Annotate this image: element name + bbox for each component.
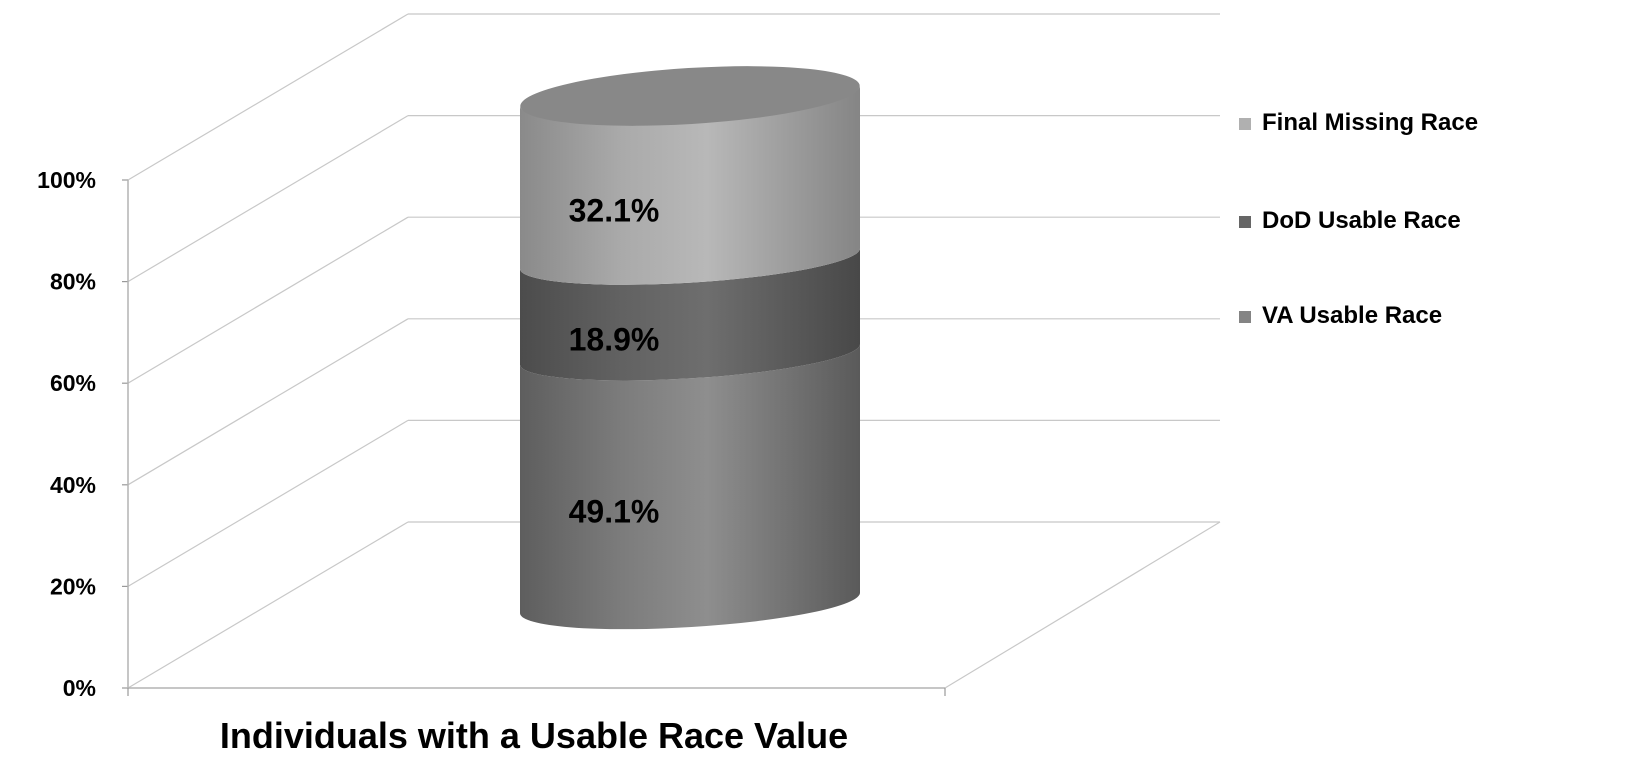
category-label: Individuals with a Usable Race Value — [220, 715, 848, 756]
legend-label: Final Missing Race — [1262, 109, 1478, 136]
segment-va-usable-race — [520, 343, 861, 630]
legend: Final Missing Race DoD Usable Race VA Usab… — [1239, 109, 1478, 329]
cylinder-top-cap — [520, 66, 860, 126]
gridline-side — [127, 115, 409, 283]
y-tick-label: 0% — [63, 675, 96, 701]
y-tick-label: 20% — [50, 573, 96, 599]
legend-label: DoD Usable Race — [1262, 207, 1461, 234]
data-label: 32.1% — [569, 192, 660, 228]
gridline-side — [127, 419, 409, 587]
y-tick-label: 80% — [50, 269, 96, 295]
gridline-side — [127, 318, 409, 486]
segment-final-missing-race — [520, 85, 861, 285]
segment-dod-usable-race — [520, 248, 861, 381]
legend-swatch — [1239, 216, 1251, 228]
gridline-side — [127, 216, 409, 384]
y-tick-label: 60% — [50, 370, 96, 396]
floor-edge — [944, 521, 1221, 689]
data-label-layer: 49.1% 18.9% 32.1% — [569, 192, 660, 529]
y-tick-label: 100% — [37, 167, 96, 193]
gridline-side — [127, 521, 409, 689]
legend-swatch — [1239, 311, 1251, 323]
gridline-side — [127, 13, 409, 181]
legend-swatch — [1239, 118, 1251, 130]
legend-label: VA Usable Race — [1262, 302, 1442, 329]
axis-layer: 0% 20% 40% 60% 80% 100% — [37, 167, 946, 701]
data-label: 49.1% — [569, 494, 660, 530]
y-tick-label: 40% — [50, 472, 96, 498]
stacked-cylinder — [520, 66, 861, 630]
data-label: 18.9% — [569, 321, 660, 357]
